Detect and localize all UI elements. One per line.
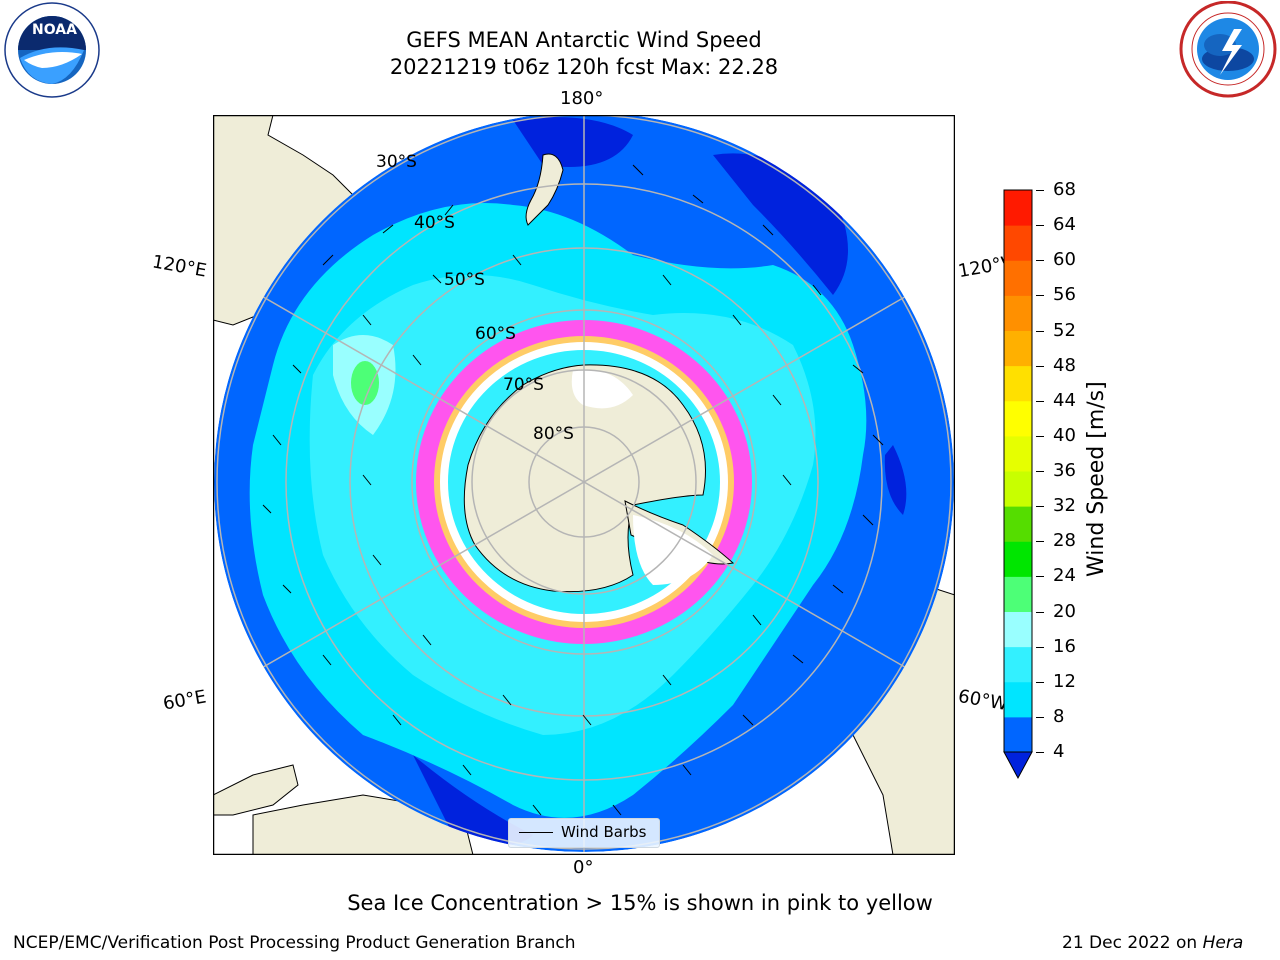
colorbar-tick-mark [1036,752,1044,753]
lat-label-60s: 60°S [475,324,516,344]
colorbar-segment [1004,681,1032,718]
noaa-logo-icon: NOAA [2,2,102,102]
lat-label-40s: 40°S [414,213,455,233]
colorbar-tick-label: 56 [1053,284,1076,306]
colorbar-under-arrow [1003,751,1033,780]
colorbar-tick-mark [1036,435,1044,437]
colorbar-segment [1004,435,1032,472]
colorbar-segment [1004,506,1032,542]
wind-barb-legend-line [519,832,553,833]
colorbar-tick-mark [1036,190,1044,191]
colorbar-segment [1004,295,1032,331]
lon-label-180: 180° [560,88,604,109]
colorbar-segment [1004,471,1032,507]
colorbar [1003,189,1033,780]
colorbar-tick-label: 68 [1053,179,1076,200]
lon-label-120e: 120°E [150,251,209,282]
footer-date: 21 Dec 2022 on Hera [1062,933,1243,953]
noaa-logo-text: NOAA [32,22,77,38]
colorbar-tick-mark [1036,330,1044,332]
colorbar-segment [1004,260,1032,296]
new-zealand-land [525,153,564,226]
colorbar-tick-mark [1036,646,1044,648]
colorbar-tick-mark [1036,576,1044,578]
colorbar-tick-label: 8 [1053,705,1065,727]
colorbar-tick-label: 44 [1053,389,1076,411]
colorbar-segment [1004,365,1032,402]
colorbar-tick-mark [1036,295,1044,297]
colorbar-tick-label: 20 [1053,600,1076,622]
antarctica-land [463,364,706,593]
colorbar-tick-label: 60 [1053,249,1076,271]
colorbar-tick-mark [1036,541,1044,543]
colorbar-tick-label: 64 [1053,214,1076,236]
polar-map [213,115,955,855]
colorbar-tick-label: 52 [1053,319,1076,341]
footer-date-text: 21 Dec 2022 on [1062,933,1198,953]
colorbar-tick-label: 4 [1053,741,1065,762]
colorbar-tick-mark [1036,365,1044,367]
nws-logo-icon [1178,0,1278,101]
madagascar-land [213,764,299,816]
colorbar-segment [1004,225,1032,261]
colorbar-tick-label: 24 [1053,565,1076,587]
lat-label-80s: 80°S [533,424,574,444]
colorbar-segment [1004,646,1032,683]
map-legend: Wind Barbs [508,818,660,848]
lon-label-0: 0° [573,857,594,878]
sea-ice-caption: Sea Ice Concentration > 15% is shown in … [347,891,933,915]
colorbar-segment [1004,400,1032,437]
legend-label: Wind Barbs [561,823,647,841]
map-title: GEFS MEAN Antarctic Wind Speed [406,28,762,52]
map-subtitle: 20221219 t06z 120h fcst Max: 22.28 [389,55,779,79]
colorbar-tick-label: 12 [1053,670,1076,692]
colorbar-tick-mark [1036,506,1044,508]
colorbar-tick-mark [1036,681,1044,683]
colorbar-tick-label: 48 [1053,354,1076,376]
colorbar-tick-label: 36 [1053,460,1076,481]
lat-label-30s: 30°S [376,152,417,172]
colorbar-tick-mark [1036,716,1044,718]
colorbar-segment [1004,330,1032,367]
colorbar-segment [1004,541,1032,577]
colorbar-tick-label: 32 [1053,495,1076,517]
lon-label-60e: 60°E [161,686,208,715]
wind-barbs [262,164,884,816]
lat-label-50s: 50°S [444,270,485,290]
colorbar-tick-mark [1036,260,1044,262]
colorbar-segment [1004,190,1032,226]
colorbar-tick-mark [1036,400,1044,402]
colorbar-tick-label: 40 [1053,424,1076,446]
colorbar-tick-label: 16 [1053,635,1076,657]
colorbar-tick-label: 28 [1053,530,1076,552]
colorbar-segment [1004,716,1032,753]
colorbar-segment [1004,611,1032,648]
colorbar-tick-mark [1036,225,1044,227]
footer-host: Hera [1202,933,1244,953]
footer-credit: NCEP/EMC/Verification Post Processing Pr… [13,933,576,953]
colorbar-frame [1003,189,1033,753]
colorbar-tick-mark [1036,611,1044,613]
colorbar-segment [1004,576,1032,612]
colorbar-tick-mark [1036,471,1044,472]
lat-label-70s: 70°S [503,375,544,395]
colorbar-title: Wind Speed [m/s] [1084,381,1109,577]
